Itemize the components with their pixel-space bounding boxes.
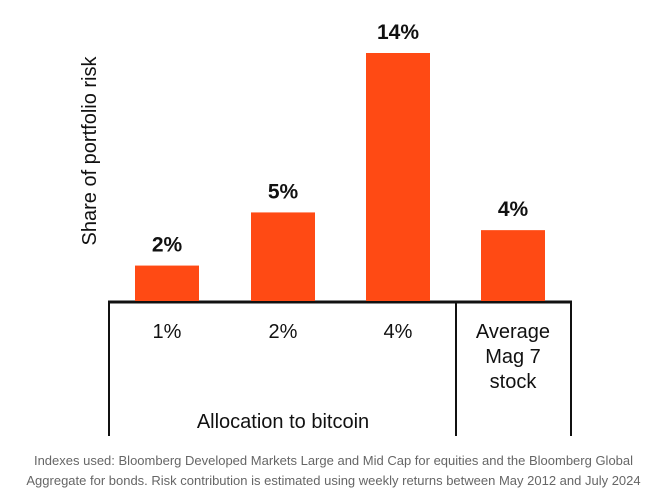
data-label-allocation-2pct: 5% bbox=[268, 180, 299, 203]
data-label-allocation-4pct: 14% bbox=[377, 21, 419, 44]
x-tick-label-2pct: 2% bbox=[269, 321, 298, 343]
data-label-allocation-1pct: 2% bbox=[152, 234, 183, 257]
x-tick-label-1pct: 1% bbox=[153, 321, 182, 343]
bar-average-mag7 bbox=[481, 230, 545, 301]
footnote: Indexes used: Bloomberg Developed Market… bbox=[0, 451, 667, 491]
x-tick-label-mag7: Mag 7 bbox=[485, 346, 541, 368]
x-tick-label-4pct: 4% bbox=[384, 321, 413, 343]
x-tick-label-stock: stock bbox=[490, 371, 538, 393]
y-axis-title: Share of portfolio risk bbox=[79, 56, 101, 246]
bar-allocation-2pct bbox=[251, 212, 315, 301]
x-tick-label-average: Average bbox=[476, 321, 550, 343]
bar-chart: Share of portfolio risk 2% 5% 14% 4% 1% … bbox=[79, 21, 572, 436]
x-axis-title: Allocation to bitcoin bbox=[197, 411, 369, 433]
bar-allocation-1pct bbox=[135, 265, 199, 301]
bar-allocation-4pct bbox=[366, 53, 430, 301]
data-label-average-mag7: 4% bbox=[498, 198, 529, 221]
footnote-line-2: Aggregate for bonds. Risk contribution i… bbox=[26, 473, 641, 488]
chart-container: Share of portfolio risk 2% 5% 14% 4% 1% … bbox=[79, 21, 572, 436]
footnote-line-1: Indexes used: Bloomberg Developed Market… bbox=[33, 453, 634, 468]
